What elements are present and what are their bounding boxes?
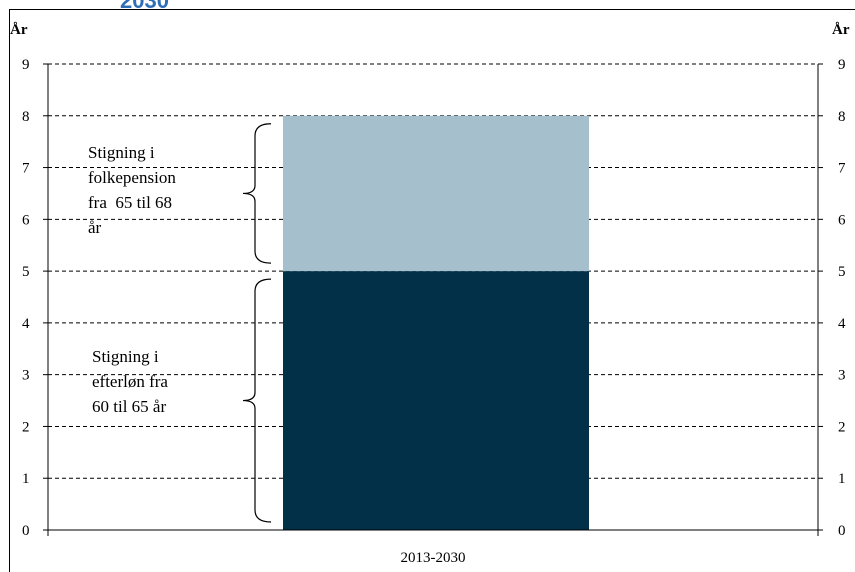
y-tick-label-right: 6 <box>838 212 846 228</box>
annotation-folkepension: Stigning i folkepension fra 65 til 68 år <box>88 140 176 240</box>
y-tick-label-right: 3 <box>838 368 846 384</box>
y-tick-label-left: 6 <box>22 212 30 228</box>
y-tick-label-left: 3 <box>22 368 30 384</box>
y-tick-label-right: 0 <box>838 523 846 539</box>
bar-segment-2 <box>283 115 589 272</box>
annotation-brace-1 <box>242 278 272 523</box>
y-tick-label-right: 5 <box>838 264 846 280</box>
y-tick-label-right: 4 <box>838 316 846 332</box>
y-tick-label-left: 9 <box>22 57 30 73</box>
annotation-efterloen-line-2: efterløn fra <box>92 372 168 391</box>
y-tick-label-left: 4 <box>22 316 30 332</box>
y-tick-label-right: 1 <box>838 471 846 487</box>
annotation-folkepension-line-2: folkepension <box>88 168 176 187</box>
annotation-folkepension-line-4: år <box>88 218 102 237</box>
y-tick-label-right: 2 <box>838 419 846 435</box>
annotation-folkepension-line-1: Stigning i <box>88 143 155 162</box>
annotation-efterloen-line-1: Stigning i <box>92 347 159 366</box>
y-tick-label-left: 1 <box>22 471 30 487</box>
y-tick-label-right: 9 <box>838 57 846 73</box>
annotation-folkepension-line-3: fra 65 til 68 <box>88 193 173 212</box>
y-tick-label-right: 7 <box>838 161 846 177</box>
y-tick-label-left: 8 <box>22 109 30 125</box>
y-tick-label-left: 7 <box>22 161 30 177</box>
bar-segment-1 <box>283 271 589 530</box>
annotation-brace-2 <box>242 123 272 264</box>
y-tick-label-left: 5 <box>22 264 30 280</box>
annotation-efterloen: Stigning i efterløn fra 60 til 65 år <box>92 344 168 419</box>
x-category-label: 2013-2030 <box>401 550 466 566</box>
y-tick-label-left: 2 <box>22 419 30 435</box>
y-axis-title-right: År <box>832 22 850 38</box>
y-tick-label-left: 0 <box>22 523 30 539</box>
y-tick-label-right: 8 <box>838 109 846 125</box>
y-axis-title-left: År <box>10 22 28 38</box>
annotation-efterloen-line-3: 60 til 65 år <box>92 397 167 416</box>
chart-frame <box>9 9 855 572</box>
